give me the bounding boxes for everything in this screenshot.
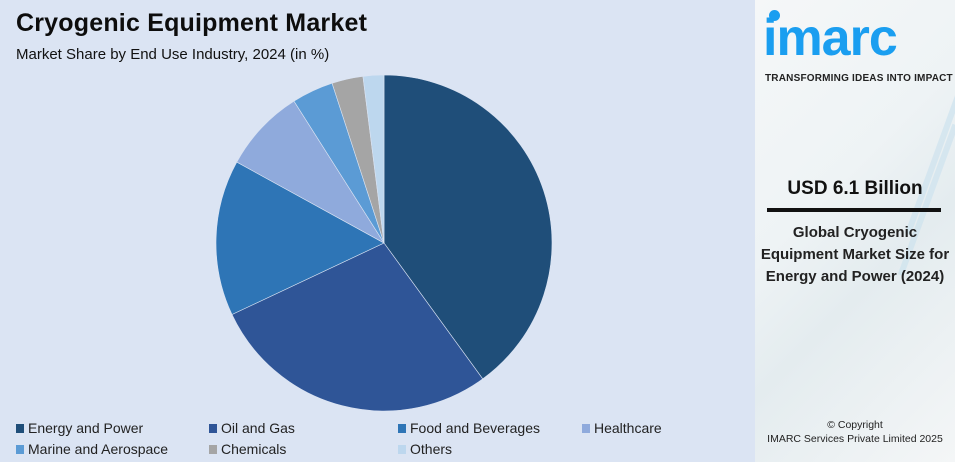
- pie-slice-food-and-beverages: [216, 161, 385, 315]
- logo-dot-icon: [769, 10, 780, 21]
- pie-slice-oil-and-gas: [231, 242, 484, 411]
- logo-tagline: TRANSFORMING IDEAS INTO IMPACT: [765, 73, 953, 84]
- legend-swatch: [16, 423, 24, 433]
- legend-label: Healthcare: [594, 420, 662, 436]
- pie-slice-others: [362, 75, 385, 244]
- legend-swatch: [16, 444, 24, 454]
- legend-swatch: [209, 423, 217, 433]
- copyright-line-1: © Copyright: [827, 419, 883, 431]
- legend-swatch: [209, 444, 217, 454]
- legend-swatch: [398, 423, 406, 433]
- legend-item-healthcare: Healthcare: [582, 420, 662, 436]
- legend-label: Food and Beverages: [410, 420, 540, 436]
- legend-item-marine-and-aerospace: Marine and Aerospace: [16, 441, 168, 457]
- legend-label: Chemicals: [221, 441, 287, 457]
- legend-label: Marine and Aerospace: [28, 441, 169, 457]
- copyright-line-2: IMARC Services Private Limited 2025: [767, 433, 943, 445]
- divider: [767, 208, 941, 212]
- chart-title: Cryogenic Equipment Market: [16, 9, 368, 37]
- legend-item-food-and-beverages: Food and Beverages: [398, 420, 540, 436]
- legend-swatch: [582, 423, 590, 433]
- chart-subtitle: Market Share by End Use Industry, 2024 (…: [16, 46, 330, 63]
- market-value: USD 6.1 Billion: [787, 178, 923, 199]
- legend-item-oil-and-gas: Oil and Gas: [209, 420, 295, 436]
- pie-slice-energy-and-power: [383, 75, 552, 380]
- copyright: © Copyright IMARC Services Private Limit…: [755, 418, 955, 446]
- legend-item-chemicals: Chemicals: [209, 441, 286, 457]
- legend-item-energy-and-power: Energy and Power: [16, 420, 143, 436]
- chart-panel: Cryogenic Equipment Market Market Share …: [16, 9, 662, 457]
- legend-label: Oil and Gas: [221, 420, 295, 436]
- market-description: Global Cryogenic Equipment Market Size f…: [760, 224, 950, 285]
- logo-text: imarc: [763, 9, 898, 67]
- imarc-logo: imarc: [763, 8, 947, 68]
- legend-label: Others: [410, 441, 453, 457]
- legend-label: Energy and Power: [28, 420, 144, 436]
- info-sidebar: imarc TRANSFORMING IDEAS INTO IMPACT USD…: [755, 0, 955, 462]
- pie-chart: [216, 75, 552, 411]
- legend-item-others: Others: [398, 441, 452, 457]
- legend-swatch: [398, 444, 406, 454]
